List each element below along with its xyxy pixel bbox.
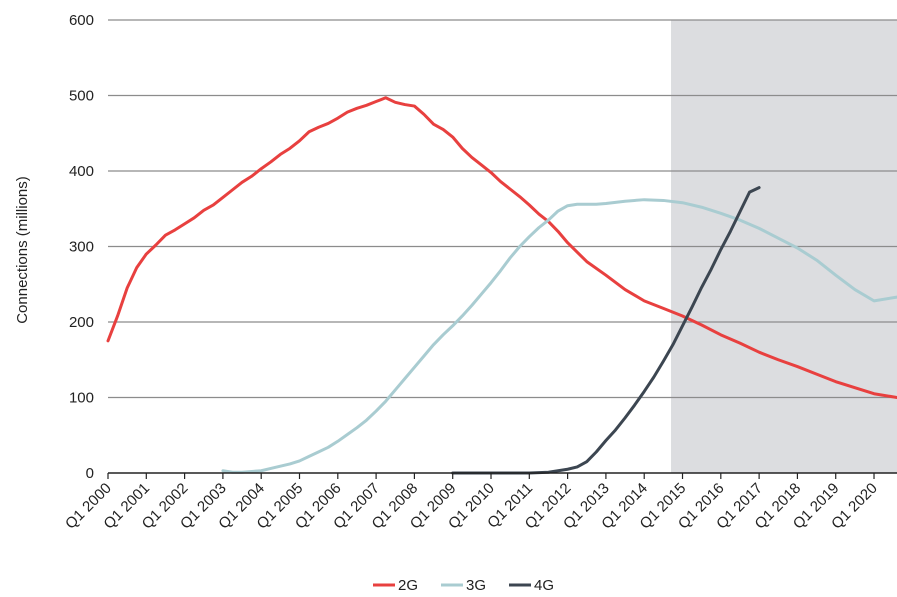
y-axis-title: Connections (millions) bbox=[14, 176, 31, 324]
legend-label: 3G bbox=[466, 577, 486, 594]
y-tick-label: 300 bbox=[69, 239, 94, 256]
y-tick-label: 400 bbox=[69, 163, 94, 180]
legend: 2G 3G 4G bbox=[373, 577, 554, 594]
series-lines bbox=[106, 96, 897, 475]
grid-lines bbox=[108, 19, 897, 399]
series-line-3G bbox=[221, 198, 897, 474]
legend-item-3G: 3G bbox=[441, 577, 486, 594]
legend-item-4G: 4G bbox=[509, 577, 554, 594]
y-tick-label: 600 bbox=[69, 12, 94, 29]
y-tick-label: 200 bbox=[69, 314, 94, 331]
y-tick-labels: 0 100 200 300 400 500 600 bbox=[69, 12, 94, 482]
legend-item-2G: 2G bbox=[373, 577, 418, 594]
y-tick-label: 100 bbox=[69, 390, 94, 407]
legend-label: 4G bbox=[534, 577, 554, 594]
legend-label: 2G bbox=[398, 577, 418, 594]
series-line-4G bbox=[451, 186, 761, 475]
axes bbox=[107, 472, 897, 479]
y-tick-label: 500 bbox=[69, 88, 94, 105]
y-tick-label: 0 bbox=[86, 465, 94, 482]
